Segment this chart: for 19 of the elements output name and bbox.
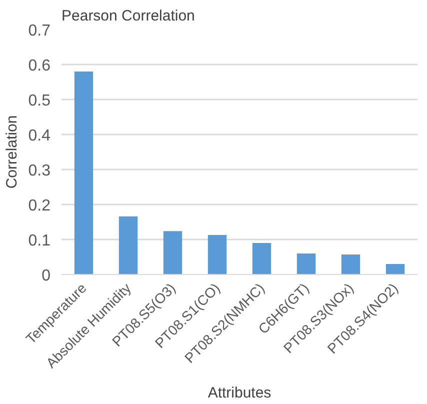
bar — [341, 254, 360, 274]
bar — [74, 72, 94, 274]
bar — [163, 231, 182, 274]
y-tick-label: 0.2 — [28, 198, 51, 214]
bar — [296, 254, 316, 274]
y-tick-label: 0.1 — [28, 232, 51, 250]
chart-title: Pearson Correlation — [62, 8, 195, 24]
bar — [252, 243, 272, 274]
bar — [118, 216, 138, 274]
bar — [386, 264, 405, 274]
y-tick-label: 0.6 — [28, 58, 51, 74]
bar — [208, 234, 227, 274]
x-axis-title: Attributes — [208, 384, 272, 402]
y-tick-label: 0.4 — [28, 128, 51, 144]
y-tick-label: 0.7 — [28, 22, 51, 40]
y-tick-label: 0.5 — [28, 92, 51, 110]
y-axis-title: Correlation — [3, 115, 20, 189]
y-tick-label: 0.3 — [28, 162, 51, 180]
y-tick-label: 0 — [42, 268, 51, 284]
